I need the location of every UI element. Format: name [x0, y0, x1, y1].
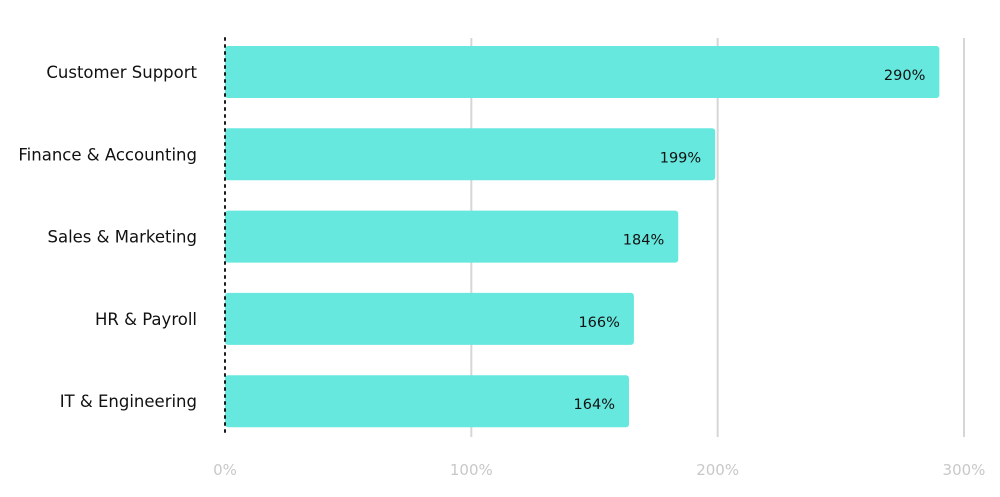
- category-label: HR & Payroll: [95, 310, 197, 329]
- x-tick-label: 300%: [943, 461, 986, 479]
- category-label: Sales & Marketing: [47, 228, 197, 247]
- labels: 0% 100% 200% 300% Customer Support 290% Financ…: [18, 63, 985, 479]
- value-label: 166%: [578, 315, 619, 331]
- bar: [225, 128, 716, 181]
- bar: [225, 292, 634, 345]
- value-label: 290%: [884, 68, 925, 84]
- bar: [225, 375, 629, 428]
- category-label: IT & Engineering: [60, 392, 197, 411]
- x-tick-label: 100%: [450, 461, 493, 479]
- x-tick-label: 0%: [213, 461, 237, 479]
- bars: [225, 46, 940, 428]
- bar: [225, 46, 940, 98]
- value-label: 164%: [574, 397, 615, 413]
- category-label: Finance & Accounting: [18, 145, 197, 164]
- bar: [225, 210, 679, 263]
- value-label: 199%: [660, 150, 701, 166]
- value-label: 184%: [623, 233, 664, 249]
- category-label: Customer Support: [46, 63, 197, 82]
- x-tick-label: 200%: [696, 461, 739, 479]
